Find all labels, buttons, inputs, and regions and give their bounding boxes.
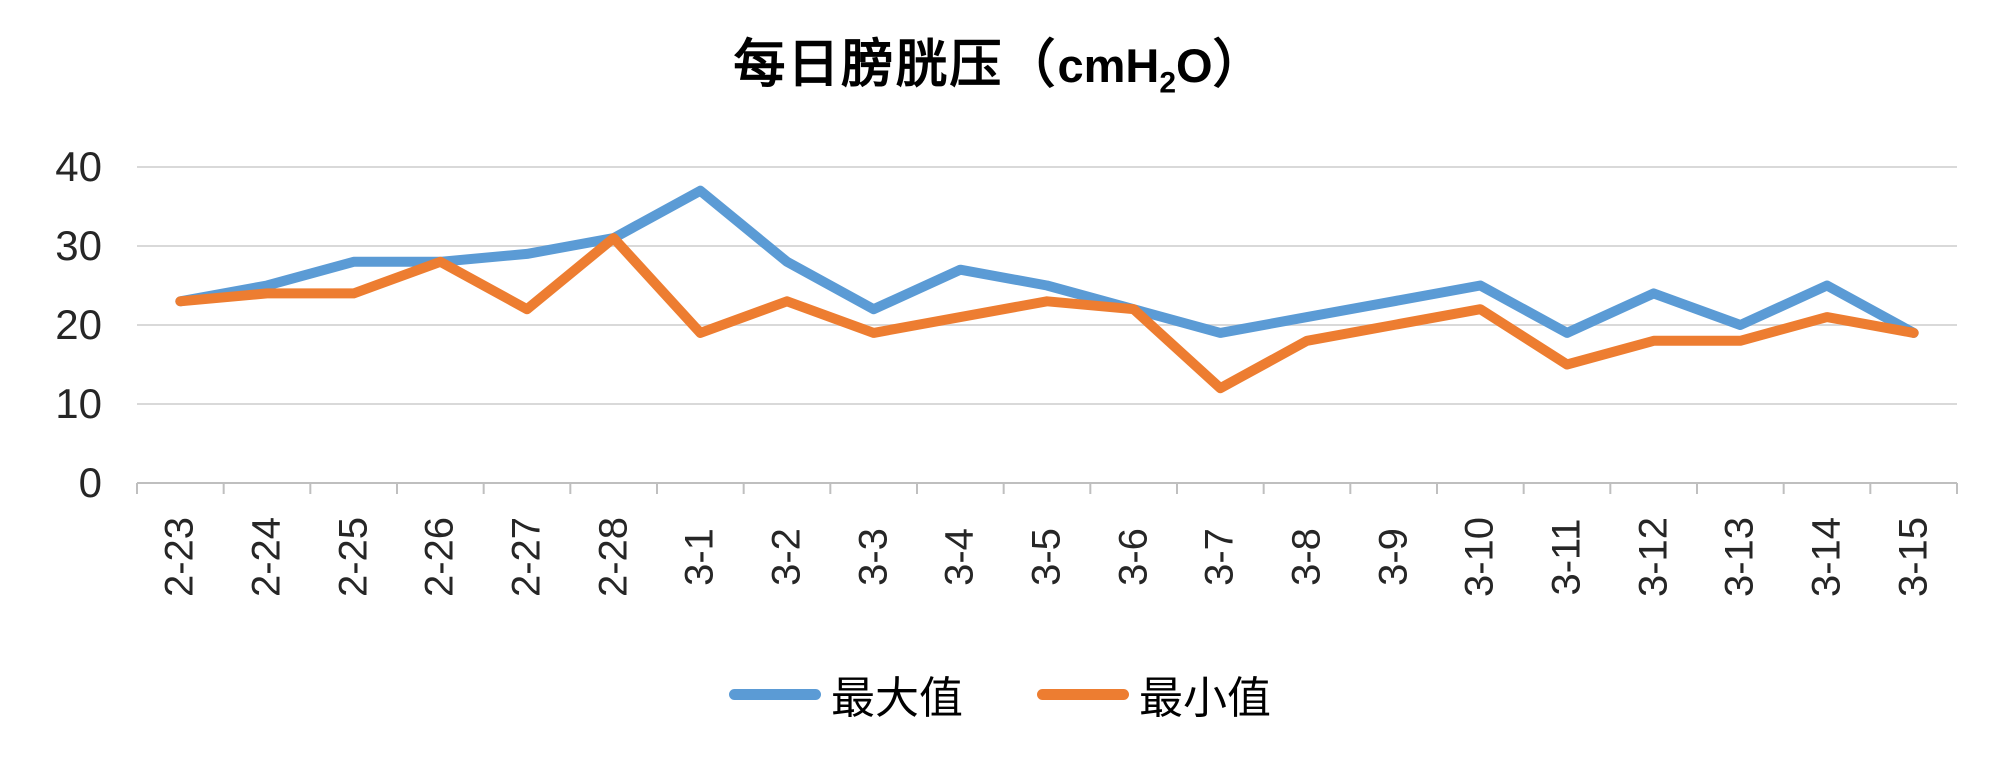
x-axis-label: 2-28 bbox=[591, 516, 636, 598]
x-axis-label: 3-5 bbox=[1024, 528, 1069, 586]
x-axis-label: 3-12 bbox=[1631, 516, 1676, 598]
legend-item-max: 最大值 bbox=[729, 662, 963, 726]
x-axis-label: 2-24 bbox=[244, 516, 289, 598]
x-axis-label: 2-25 bbox=[331, 516, 376, 598]
x-axis-label: 3-7 bbox=[1197, 528, 1242, 586]
min-line-series bbox=[175, 233, 1919, 394]
y-axis-tick-label: 10 bbox=[55, 380, 102, 427]
x-axis-label: 2-27 bbox=[504, 516, 549, 598]
x-axis-label: 3-2 bbox=[764, 528, 809, 586]
x-axis-label: 3-14 bbox=[1804, 516, 1849, 598]
chart-title-unit: cmH2O bbox=[1057, 39, 1213, 100]
legend-label-max: 最大值 bbox=[831, 674, 963, 723]
y-axis-tick-label: 0 bbox=[78, 459, 102, 506]
chart-title-cjk-prefix: 每日膀胱压（ bbox=[733, 37, 1058, 94]
x-axis-label: 3-13 bbox=[1717, 516, 1762, 598]
x-axis-label: 3-3 bbox=[851, 528, 896, 586]
x-axis-label: 3-1 bbox=[677, 528, 722, 586]
x-axis-label: 2-23 bbox=[157, 516, 202, 598]
y-axis-tick-label: 30 bbox=[55, 222, 102, 269]
legend: 最大值 最小值 bbox=[0, 662, 2000, 726]
min-line-swatch bbox=[1037, 688, 1129, 700]
y-axis-tick-label: 40 bbox=[55, 143, 102, 190]
x-axis-label: 3-11 bbox=[1544, 518, 1589, 596]
x-axis-label: 3-6 bbox=[1111, 528, 1156, 586]
x-axis-label: 3-15 bbox=[1891, 516, 1936, 598]
chart-title-subscript: 2 bbox=[1159, 66, 1176, 100]
chart-title: 每日膀胱压（cmH2O） bbox=[0, 22, 2000, 100]
chart-title-cjk-suffix: ） bbox=[1212, 37, 1267, 94]
x-axis-label: 2-26 bbox=[417, 516, 462, 598]
legend-item-min: 最小值 bbox=[1037, 662, 1271, 726]
legend-label-min: 最小值 bbox=[1139, 674, 1271, 723]
x-axis-label: 3-9 bbox=[1371, 528, 1416, 586]
y-axis-tick-label: 20 bbox=[55, 301, 102, 348]
x-axis-label: 3-4 bbox=[937, 528, 982, 586]
max-line-series bbox=[175, 185, 1919, 338]
x-axis-label: 3-8 bbox=[1284, 528, 1329, 586]
x-axis-label: 3-10 bbox=[1457, 516, 1502, 598]
max-line-swatch bbox=[729, 688, 821, 700]
